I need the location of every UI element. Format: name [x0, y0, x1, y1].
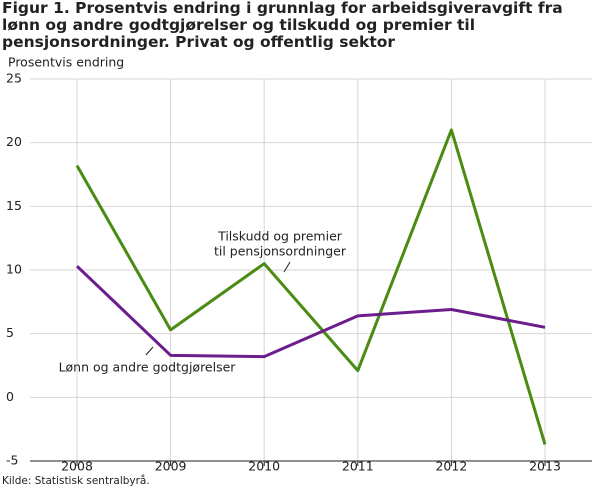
- y-tick-label: 20: [6, 134, 22, 149]
- annotation: Tilskudd og premier: [217, 229, 343, 244]
- y-tick-label: 0: [6, 389, 14, 404]
- y-tick-label: 15: [6, 198, 22, 213]
- x-tick-label: 2009: [155, 459, 187, 474]
- y-axis-label: Prosentvis endring: [8, 55, 124, 70]
- series-line: [75, 128, 547, 445]
- chart-title: Figur 1. Prosentvis endring i grunnlag f…: [2, 0, 563, 51]
- x-tick-label: 2010: [248, 459, 280, 474]
- x-tick-label: 2013: [529, 459, 561, 474]
- y-tick-label: -5: [6, 453, 18, 468]
- series-line: [75, 265, 546, 359]
- x-tick-label: 2012: [435, 459, 467, 474]
- annotation-arrow: [283, 261, 291, 273]
- y-tick-label: 10: [6, 262, 22, 277]
- source: Kilde: Statistisk sentralbyrå.: [2, 474, 150, 487]
- x-tick-label: 2008: [61, 459, 93, 474]
- x-tick-label: 2011: [342, 459, 374, 474]
- annotation-arrow: [145, 346, 154, 356]
- y-tick-label: 5: [6, 325, 14, 340]
- y-tick-label: 25: [6, 71, 22, 86]
- annotation: til pensjonsordninger: [214, 244, 347, 259]
- annotation: Lønn og andre godtgjørelser: [59, 360, 237, 375]
